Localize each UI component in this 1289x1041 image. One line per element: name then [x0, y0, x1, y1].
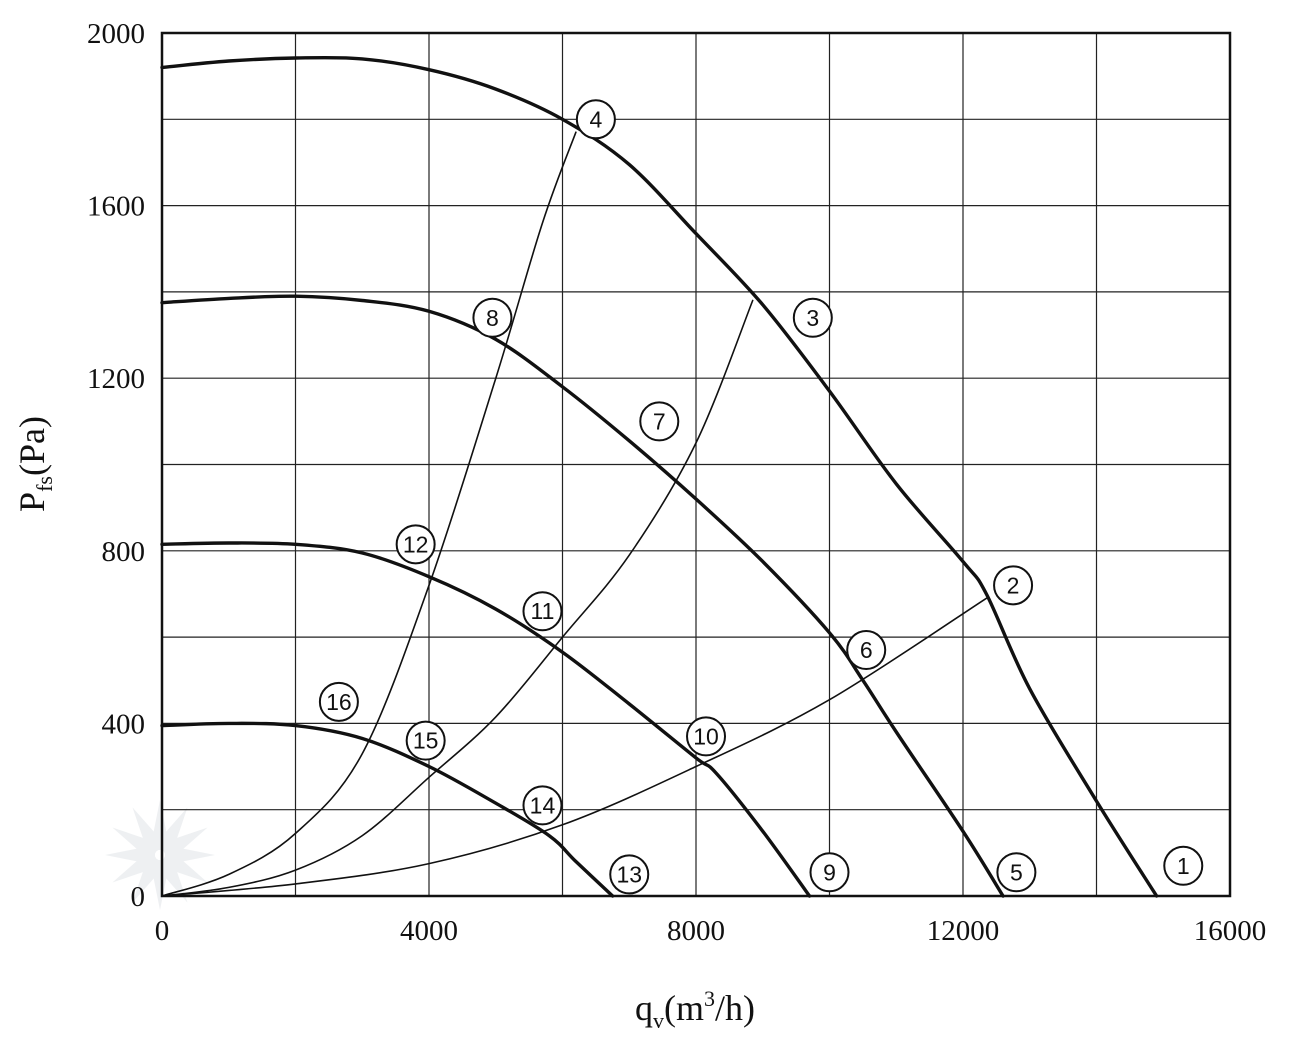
marker-label: 7: [653, 408, 666, 434]
curve-system-3: [161, 299, 754, 897]
y-tick-label: 400: [102, 708, 146, 740]
curve-5-6-7-8: [160, 294, 1005, 898]
marker-circle: [792, 297, 833, 338]
marker-circle: [395, 524, 436, 565]
tick-labels: 0 4000 8000 12000 16000 0 400 800 1200 1600 2000: [87, 18, 1266, 947]
marker-circle: [846, 630, 887, 671]
curves: [160, 55, 1159, 898]
marker-circle: [472, 297, 513, 338]
x-tick-label: 0: [155, 915, 170, 947]
marker-label: 5: [1010, 859, 1023, 885]
x-tick-label: 12000: [927, 915, 1000, 947]
marker-label: 12: [403, 531, 429, 557]
curve-1-2-3-4: [160, 55, 1159, 898]
y-tick-label: 800: [102, 536, 146, 568]
marker-label: 3: [806, 305, 819, 331]
marker-label: 14: [530, 792, 556, 818]
marker-circle: [609, 854, 650, 895]
marker-label: 15: [413, 728, 439, 754]
marker-label: 6: [860, 637, 873, 663]
y-tick-label: 2000: [87, 18, 145, 50]
y-axis-title: Pfs(Pa): [12, 416, 57, 512]
marker-circle: [639, 401, 680, 442]
marker-label: 1: [1177, 853, 1190, 879]
marker-label: 9: [823, 859, 836, 885]
plot-frame: [160, 31, 1232, 898]
x-tick-label: 8000: [667, 915, 725, 947]
y-tick-label: 1600: [87, 191, 145, 223]
marker-label: 10: [693, 723, 719, 749]
marker-circle: [318, 681, 359, 722]
marker-label: 8: [486, 305, 499, 331]
marker-circle: [575, 99, 616, 140]
y-tick-label: 1200: [87, 363, 145, 395]
curve-system-4: [161, 131, 577, 897]
x-tick-label: 16000: [1194, 915, 1267, 947]
marker-circle: [809, 852, 850, 893]
marker-label: 13: [616, 861, 642, 887]
marker-label: 16: [326, 689, 352, 715]
marker-label: 4: [589, 106, 602, 132]
marker-circle: [522, 591, 563, 632]
marker-circle: [993, 565, 1034, 606]
marker-circle: [522, 785, 563, 826]
marker-circle: [405, 720, 446, 761]
x-axis-title: qv(m3/h): [635, 986, 755, 1033]
marker-label: 2: [1007, 572, 1020, 598]
curve-system-2: [161, 597, 988, 897]
marker-circle: [1163, 845, 1204, 886]
curve-9-10-11-12: [160, 541, 812, 898]
marker-circle: [996, 852, 1037, 893]
curve-13-14-15-16: [160, 721, 615, 898]
y-tick-label: 0: [131, 881, 146, 913]
marker-circle: [686, 716, 727, 757]
x-tick-label: 4000: [400, 915, 458, 947]
marker-label: 11: [531, 598, 555, 624]
